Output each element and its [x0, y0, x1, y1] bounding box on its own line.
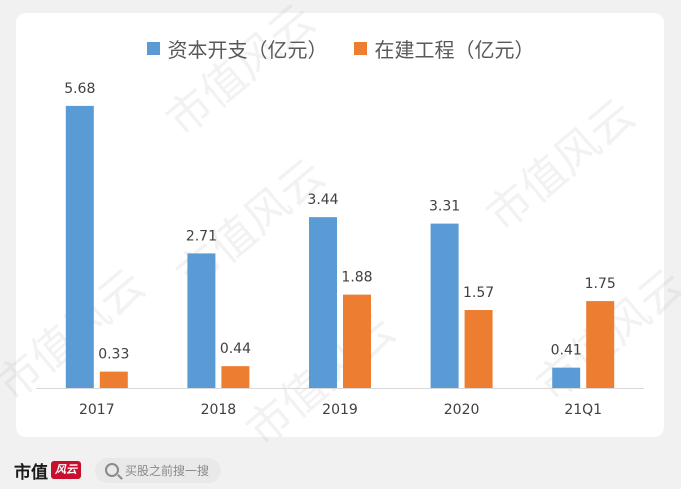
data-label-series-2-2020: 1.57 — [463, 285, 494, 301]
data-label-series-2-2017: 0.33 — [98, 347, 129, 363]
search-bar[interactable]: 买股之前搜一搜 — [95, 457, 222, 483]
brand-logo[interactable]: 市值 风云 — [14, 458, 81, 483]
bar-series-1-2019 — [309, 217, 337, 388]
bar-series-1-2017 — [65, 105, 94, 388]
data-label-series-1-2018: 2.71 — [186, 228, 217, 244]
legend-swatch-series-2 — [353, 42, 367, 55]
search-icon — [105, 463, 119, 477]
legend-swatch-series-1 — [146, 42, 160, 55]
bar-series-1-2020 — [430, 223, 459, 388]
bar-series-2-2018 — [221, 366, 250, 388]
bar-series-2-2020 — [464, 310, 493, 388]
bar-series-1-21Q1 — [552, 367, 581, 388]
footer: 市值 风云 买股之前搜一搜 — [0, 451, 681, 489]
legend-item-series-2: 在建工程（亿元） — [353, 34, 535, 63]
chart-legend: 资本开支（亿元） 在建工程（亿元） — [0, 34, 681, 63]
data-label-series-2-21Q1: 1.75 — [585, 276, 616, 292]
x-tick-label-2019: 2019 — [322, 402, 358, 418]
x-tick-label-2017: 2017 — [79, 402, 115, 418]
bar-series-2-2017 — [99, 371, 128, 388]
x-tick-label-2018: 2018 — [201, 402, 237, 418]
bar-series-2-2019 — [343, 294, 371, 388]
search-placeholder: 买股之前搜一搜 — [125, 463, 210, 478]
bar-series-2-21Q1 — [586, 301, 615, 388]
data-label-series-1-21Q1: 0.41 — [551, 343, 582, 359]
data-label-series-1-2020: 3.31 — [429, 199, 460, 215]
data-label-series-2-2019: 1.88 — [341, 270, 372, 286]
x-tick-label-21Q1: 21Q1 — [564, 402, 602, 418]
brand-text: 市值 — [14, 462, 48, 483]
brand-logo-badge: 风云 — [51, 461, 81, 479]
data-label-series-1-2019: 3.44 — [307, 192, 338, 208]
data-label-series-1-2017: 5.68 — [64, 81, 95, 97]
legend-label-series-2: 在建工程（亿元） — [374, 38, 535, 62]
legend-label-series-1: 资本开支（亿元） — [167, 38, 328, 62]
bar-series-1-2018 — [187, 253, 216, 388]
x-tick-label-2020: 2020 — [444, 402, 480, 418]
legend-item-series-1: 资本开支（亿元） — [146, 34, 328, 63]
chart-card — [16, 13, 664, 437]
data-label-series-2-2018: 0.44 — [220, 341, 251, 357]
